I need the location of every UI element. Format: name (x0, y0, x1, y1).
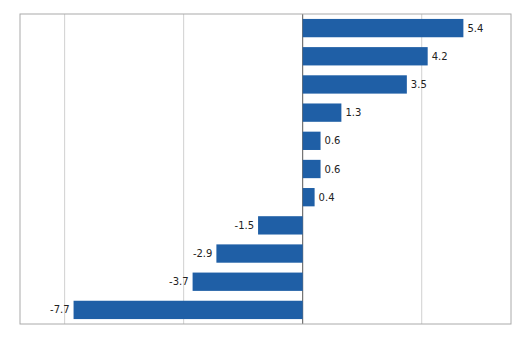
data-labels: 5.4 4.2 3.5 1.3 0.6 0.6 0.4 -1.5 -2.9 -3.7 -7.7 (50, 23, 483, 316)
bar (258, 216, 303, 234)
data-label: 5.4 (467, 23, 483, 34)
bar (74, 301, 303, 319)
bar (303, 75, 407, 93)
grid-line (64, 14, 65, 324)
data-label: 0.6 (325, 164, 341, 175)
bar (303, 103, 342, 121)
bar (216, 244, 302, 262)
data-label: -7.7 (50, 304, 70, 315)
bar (303, 19, 464, 37)
data-label: 4.2 (432, 51, 448, 62)
bar (303, 160, 321, 178)
data-label: 3.5 (411, 79, 427, 90)
bar (303, 47, 428, 65)
chart: 5.4 4.2 3.5 1.3 0.6 0.6 0.4 -1.5 -2.9 -3.7 -7.7 (0, 0, 531, 338)
plot-background (20, 14, 511, 324)
data-label: 0.6 (325, 135, 341, 146)
chart-container: 5.4 4.2 3.5 1.3 0.6 0.6 0.4 -1.5 -2.9 -3.7 -7.7 (0, 0, 531, 338)
bar (193, 273, 303, 291)
plot-frame (20, 14, 511, 324)
bars (74, 19, 464, 319)
data-label: -1.5 (235, 220, 255, 231)
data-label: -3.7 (169, 276, 189, 287)
data-label: -2.9 (193, 248, 213, 259)
bar (303, 132, 321, 150)
bar (303, 188, 315, 206)
data-label: 0.4 (319, 192, 335, 203)
data-label: 1.3 (345, 107, 361, 118)
